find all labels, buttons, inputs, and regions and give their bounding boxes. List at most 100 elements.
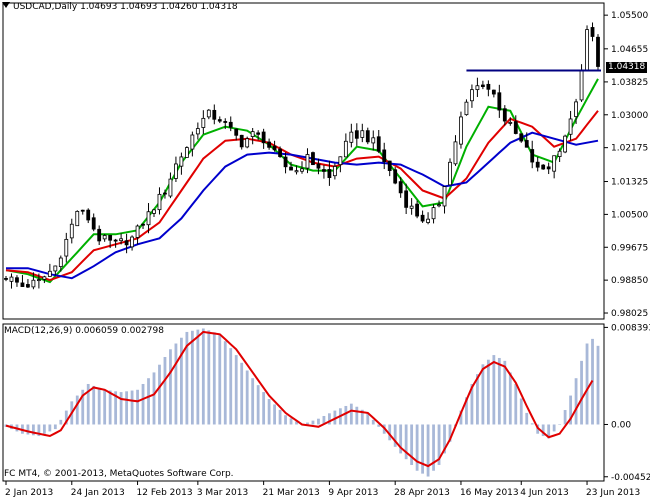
candle	[486, 80, 491, 97]
macd-bar	[240, 362, 244, 425]
macd-bar	[81, 389, 85, 425]
macd-bar	[125, 391, 128, 425]
bear-candle-body	[382, 149, 387, 162]
candle	[497, 84, 502, 118]
candle	[234, 128, 239, 141]
macd-bar	[371, 419, 375, 425]
bull-candle-body	[64, 238, 69, 257]
bull-candle-body	[332, 166, 337, 177]
ma-line-2	[6, 131, 599, 280]
macd-bar	[476, 374, 479, 425]
macd-axis: 0.008393 0.00 -0.00452	[604, 323, 650, 483]
bear-candle-body	[80, 209, 85, 212]
bull-candle-body	[58, 257, 63, 267]
candle	[283, 152, 288, 174]
candle	[322, 164, 326, 179]
candle	[354, 123, 359, 146]
candle	[190, 131, 195, 157]
bear-candle-body	[228, 121, 233, 128]
macd-bar	[64, 410, 68, 425]
candle	[535, 156, 540, 172]
macd-bar	[596, 345, 600, 425]
macd-bar	[514, 383, 518, 425]
price-axis: 1.05500 1.04655 1.03825 1.03000 1.02175 1.013…	[604, 11, 648, 319]
macd-bar	[163, 357, 167, 425]
bear-candle-body	[524, 140, 529, 148]
bull-candle-body	[300, 168, 304, 172]
candle	[272, 140, 277, 152]
bull-candle-body	[470, 89, 474, 102]
macd-bar	[306, 422, 309, 425]
macd-bar	[481, 364, 485, 425]
candle	[409, 198, 414, 215]
bear-candle-body	[415, 203, 420, 217]
macd-bar	[530, 423, 534, 425]
candle	[245, 136, 250, 149]
bear-candle-body	[86, 209, 91, 221]
macd-panel-frame	[2, 323, 605, 482]
macd-bar	[119, 392, 123, 425]
candle	[36, 273, 41, 289]
candle	[311, 151, 315, 166]
bear-candle-body	[354, 130, 359, 139]
candle	[53, 265, 58, 276]
macd-bar	[190, 330, 194, 425]
macd-bar	[563, 410, 567, 425]
macd-bar	[360, 409, 364, 425]
macd-bar	[234, 355, 238, 425]
macd-header: MACD(12,26,9) 0.006059 0.002798	[4, 326, 164, 336]
macd-bar	[86, 383, 90, 425]
macd-bar	[443, 424, 446, 454]
bull-candle-body	[426, 218, 430, 223]
bull-candle-body	[442, 186, 447, 207]
collapse-triangle-icon[interactable]	[2, 2, 10, 8]
macd-bar	[75, 395, 79, 425]
bear-candle-body	[596, 36, 600, 67]
candle	[108, 235, 113, 249]
macd-bar	[251, 378, 255, 425]
candle	[179, 152, 184, 175]
candle	[195, 122, 200, 140]
bear-candle-body	[239, 134, 244, 148]
price-panel-frame	[2, 2, 605, 320]
bull-candle-body	[360, 130, 365, 138]
bull-candle-body	[459, 116, 463, 145]
bull-candle-body	[349, 131, 354, 143]
macd-bar	[497, 357, 501, 425]
bull-candle-body	[343, 140, 348, 158]
candle	[152, 209, 156, 218]
macd-histogram	[4, 328, 600, 477]
time-tick-label: 2 Jan 2013	[5, 488, 53, 498]
macd-bar	[437, 424, 441, 465]
macd-bar	[377, 424, 381, 427]
candle	[31, 272, 36, 290]
bull-candle-body	[453, 141, 458, 165]
bear-candle-body	[519, 133, 524, 142]
candle	[508, 117, 513, 126]
candle	[69, 218, 74, 244]
candle	[80, 209, 85, 215]
macd-bar	[404, 424, 408, 460]
bear-candle-body	[530, 149, 535, 163]
macd-bar	[97, 387, 101, 425]
macd-tick-label: -0.00452	[611, 473, 650, 483]
bear-candle-body	[108, 235, 113, 241]
candle	[464, 99, 469, 116]
macd-bar	[519, 398, 523, 425]
candle	[393, 167, 398, 185]
candle	[26, 279, 30, 288]
bull-candle-body	[174, 163, 178, 179]
macd-bar	[448, 424, 452, 442]
bull-candle-body	[294, 170, 299, 173]
bull-candle-body	[36, 279, 41, 282]
bear-candle-body	[486, 83, 491, 90]
bull-candle-body	[437, 204, 441, 207]
candle	[174, 156, 178, 183]
price-tick-label: 1.05500	[611, 11, 648, 21]
bear-candle-body	[15, 277, 19, 283]
bear-candle-body	[212, 109, 217, 120]
candle	[376, 129, 381, 154]
bull-candle-body	[250, 131, 255, 137]
macd-bar	[245, 370, 249, 425]
macd-bar	[399, 424, 403, 454]
